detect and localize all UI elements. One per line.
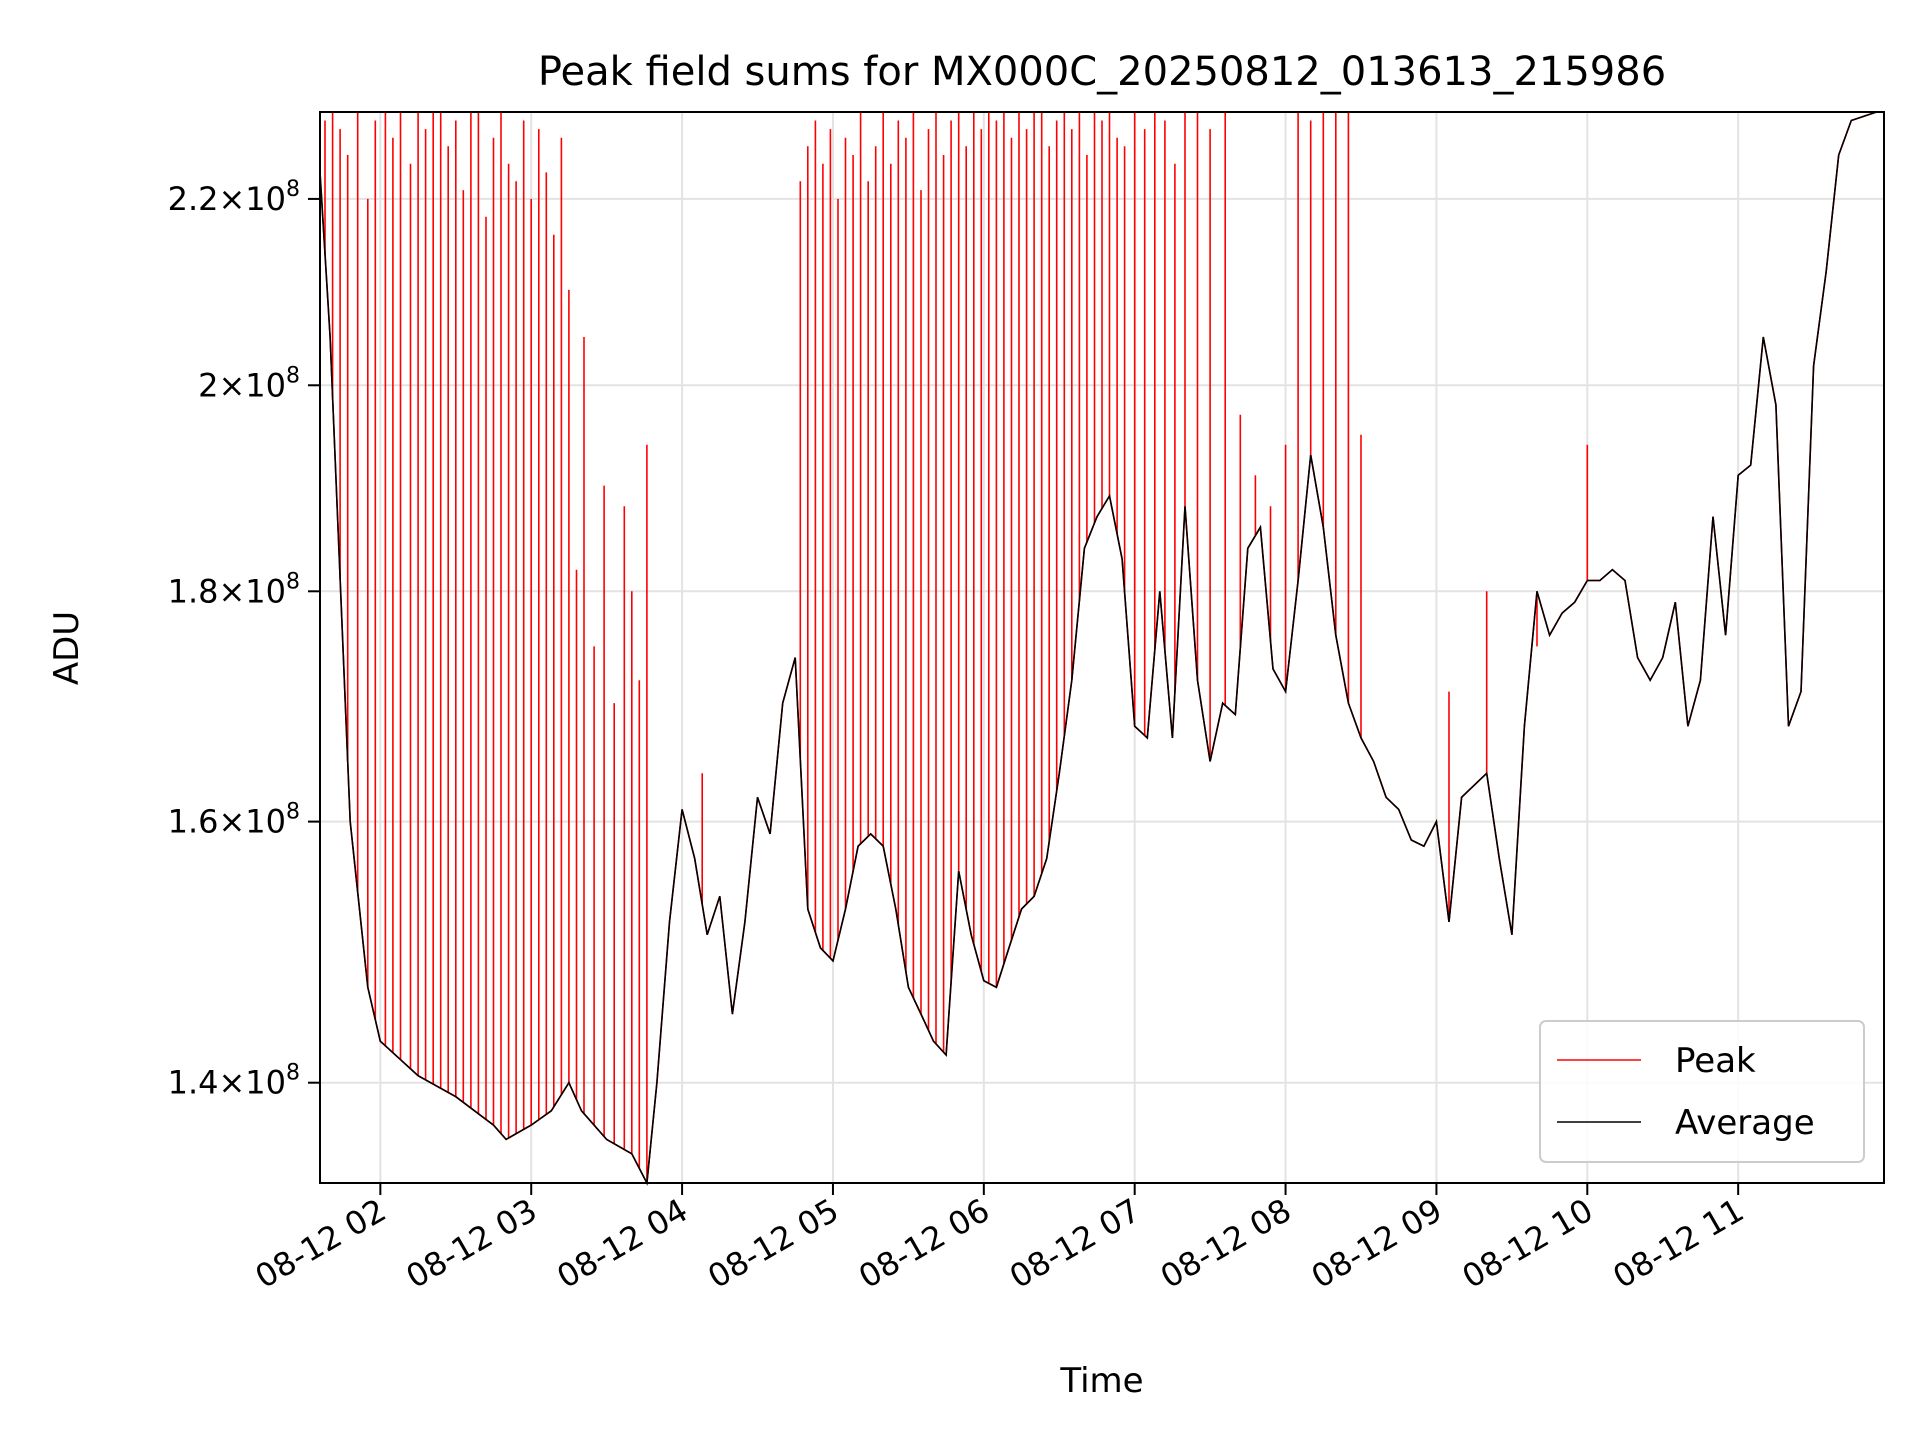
average-series: [319, 111, 1884, 1186]
y-axis-label: ADU: [47, 611, 87, 685]
y-tick-label: 2.2×108: [168, 177, 300, 218]
y-tick-label: 1.8×108: [168, 569, 300, 610]
y-tick-label: 1.6×108: [168, 800, 300, 841]
chart-title: Peak field sums for MX000C_20250812_0136…: [538, 49, 1666, 95]
peak-series: [319, 111, 1884, 1186]
plot-frame: [319, 111, 1885, 1184]
legend-box: [1539, 1020, 1865, 1163]
y-tick-label: 2×108: [198, 363, 300, 404]
legend-peak-label: Peak: [1675, 1041, 1756, 1081]
legend-average-label: Average: [1675, 1103, 1815, 1143]
x-axis-label: Time: [1059, 1361, 1143, 1401]
average-line: [319, 111, 1884, 1186]
legend: Peak Average: [1539, 1020, 1865, 1163]
y-tick-label: 1.4×108: [168, 1061, 300, 1102]
y-axis-ticks: 1.4×108 1.6×108 1.8×108 2×108 2.2×108: [168, 177, 320, 1102]
